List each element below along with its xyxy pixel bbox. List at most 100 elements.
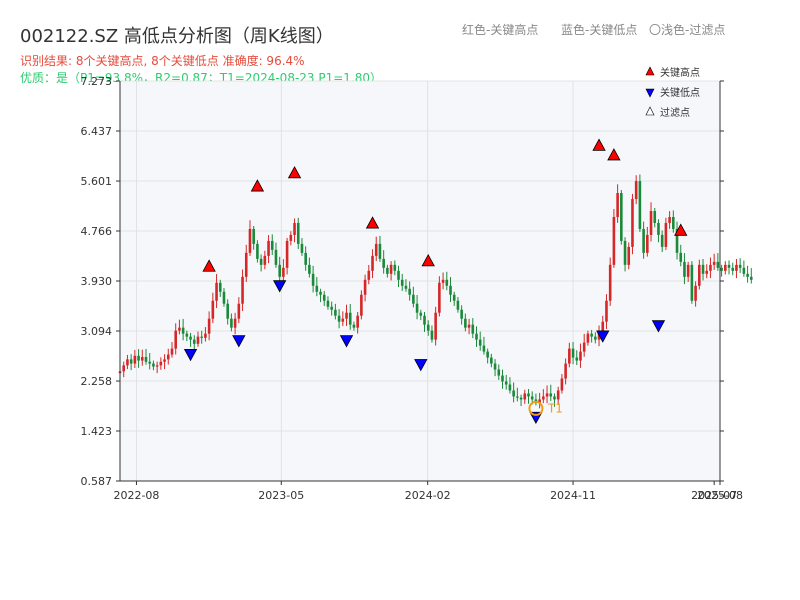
- candle-body: [441, 279, 445, 283]
- candle-body: [608, 264, 612, 301]
- x-tick-label: 2024-02: [405, 489, 451, 502]
- key-low-marker: [232, 335, 246, 348]
- y-tick-label: 7.273: [81, 75, 113, 88]
- candle-body: [152, 363, 155, 367]
- candle-body: [356, 315, 359, 328]
- candle-body: [582, 342, 586, 352]
- candle-body: [490, 357, 493, 364]
- candle-body: [289, 234, 293, 241]
- candle-body: [259, 258, 263, 265]
- candle-body: [334, 309, 337, 316]
- candle-body: [137, 355, 140, 361]
- candle-body: [464, 318, 467, 328]
- candle-body: [449, 285, 452, 295]
- candle-body: [705, 270, 709, 274]
- candle-body: [386, 267, 389, 274]
- pivot-markers: T1: [183, 138, 688, 425]
- candle-body: [181, 327, 185, 334]
- candle-body: [196, 336, 200, 344]
- candle-body: [642, 228, 645, 253]
- legend-blue-text: 蓝色-关键低点: [561, 23, 638, 37]
- candle-body: [475, 333, 478, 340]
- candle-body: [330, 306, 333, 310]
- candle-body: [129, 359, 133, 364]
- candle-body: [504, 381, 508, 385]
- candle-body: [664, 222, 668, 247]
- candle-body: [434, 312, 437, 340]
- candle-body: [237, 303, 241, 319]
- candle-body: [727, 264, 731, 268]
- x-tick-label: 2025-08: [697, 489, 743, 502]
- candle-body: [478, 339, 482, 346]
- candle-body: [460, 309, 463, 319]
- candle-body: [412, 294, 415, 304]
- legend-red-text: 红色-关键高点: [462, 23, 539, 37]
- candle-body: [296, 222, 300, 244]
- candle-body: [170, 348, 174, 355]
- candle-body: [263, 255, 267, 265]
- candle-body: [720, 267, 723, 271]
- candle-body: [241, 276, 244, 304]
- candle-body: [471, 324, 475, 334]
- candle-body: [178, 327, 181, 331]
- chart-title: 002122.SZ 高低点分析图（周K线图）: [20, 26, 334, 47]
- candle-body: [218, 282, 222, 292]
- candle-body: [657, 222, 660, 235]
- key-high-marker: [202, 259, 216, 272]
- candle-body: [601, 321, 605, 331]
- candle-body: [519, 397, 523, 400]
- candle-body: [252, 228, 255, 244]
- candle-body: [133, 355, 137, 364]
- key-low-marker: [414, 359, 428, 372]
- legend-filter-icon: [645, 106, 655, 116]
- candle-body: [326, 300, 330, 307]
- candle-body: [256, 243, 259, 259]
- candle-body: [315, 285, 319, 292]
- candle-body: [672, 216, 675, 229]
- candle-body: [553, 396, 556, 400]
- candle-body: [709, 264, 712, 271]
- candle-body: [438, 282, 441, 313]
- candle-body: [735, 264, 738, 271]
- candle-body: [311, 273, 315, 286]
- candle-body: [226, 303, 229, 319]
- candle-body: [400, 279, 404, 286]
- candle-body: [653, 211, 657, 223]
- candle-body: [738, 264, 742, 268]
- candle-body: [560, 378, 564, 391]
- candle-body: [482, 345, 486, 352]
- candle-body: [163, 359, 166, 362]
- candles: [118, 174, 753, 409]
- candle-body: [638, 181, 642, 229]
- candle-body: [712, 261, 716, 265]
- result-summary: 识别结果: 8个关键高点, 8个关键低点 准确度: 96.4%: [20, 54, 305, 68]
- candle-body: [300, 243, 304, 253]
- candle-body: [742, 267, 746, 274]
- candle-body: [378, 243, 382, 259]
- candle-body: [620, 193, 623, 241]
- candle-body: [668, 216, 671, 223]
- candle-body: [348, 312, 352, 325]
- candle-body: [675, 228, 679, 253]
- candle-body: [148, 361, 152, 364]
- axes: 0.587 1.423 2.258 3.094 3.930 4.766 5.601 6.437…: [81, 75, 743, 502]
- candle-body: [571, 348, 575, 358]
- candle-body: [631, 199, 634, 247]
- candle-body: [556, 390, 560, 400]
- legend-label: 关键低点: [660, 86, 700, 99]
- candle-body: [430, 330, 434, 340]
- candle-body: [568, 348, 571, 364]
- candle-body: [352, 324, 356, 328]
- y-tick-label: 4.766: [81, 225, 113, 238]
- candle-body: [293, 222, 296, 235]
- x-tick-label: 2022-08: [113, 489, 159, 502]
- candle-body: [731, 267, 735, 271]
- candle-body: [371, 255, 374, 271]
- candle-body: [389, 264, 393, 274]
- candle-body: [486, 351, 489, 358]
- key-high-marker: [287, 166, 302, 179]
- candle-body: [374, 243, 378, 256]
- candle-body: [512, 390, 515, 397]
